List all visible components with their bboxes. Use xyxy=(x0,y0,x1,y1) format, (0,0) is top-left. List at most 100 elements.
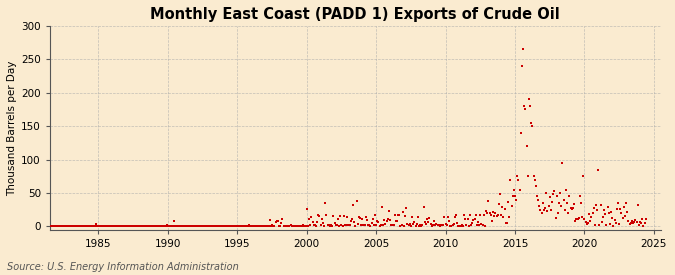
Point xyxy=(492,213,503,217)
Point xyxy=(299,224,310,229)
Point xyxy=(630,218,641,222)
Point xyxy=(119,224,130,229)
Point xyxy=(189,224,200,229)
Point xyxy=(547,200,558,205)
Point xyxy=(277,217,288,221)
Point xyxy=(85,224,96,229)
Point xyxy=(572,217,583,221)
Point xyxy=(487,210,498,214)
Point xyxy=(621,201,632,205)
Point xyxy=(315,223,326,227)
Title: Monthly East Coast (PADD 1) Exports of Crude Oil: Monthly East Coast (PADD 1) Exports of C… xyxy=(151,7,560,22)
Point xyxy=(147,224,158,229)
Point xyxy=(74,224,84,229)
Point xyxy=(612,206,622,211)
Point xyxy=(597,219,608,224)
Point xyxy=(408,222,418,226)
Point xyxy=(265,218,275,222)
Point xyxy=(173,224,184,229)
Point xyxy=(593,167,603,172)
Point xyxy=(294,224,305,229)
Point xyxy=(244,223,254,228)
Point xyxy=(463,224,474,229)
Point xyxy=(121,224,132,229)
Point xyxy=(562,201,572,205)
Point xyxy=(500,221,511,225)
Point xyxy=(184,224,195,229)
Point xyxy=(312,220,323,224)
Point xyxy=(511,197,522,202)
Point xyxy=(80,224,91,229)
Point xyxy=(115,224,126,229)
Point xyxy=(495,192,506,196)
Point xyxy=(614,222,624,226)
Point xyxy=(554,201,564,205)
Point xyxy=(524,97,535,102)
Point xyxy=(46,224,57,229)
Point xyxy=(252,224,263,229)
Point xyxy=(438,223,449,228)
Point xyxy=(234,224,245,229)
Point xyxy=(217,224,227,229)
Point xyxy=(84,224,95,229)
Point xyxy=(254,224,265,229)
Point xyxy=(157,224,167,229)
Point xyxy=(356,222,367,227)
Point xyxy=(607,216,618,221)
Point xyxy=(86,224,97,229)
Point xyxy=(629,220,640,224)
Point xyxy=(257,224,268,229)
Point xyxy=(477,222,488,227)
Point xyxy=(544,195,555,199)
Point xyxy=(626,218,637,223)
Point xyxy=(298,222,308,227)
Point xyxy=(285,223,296,227)
Point xyxy=(216,224,227,229)
Point xyxy=(192,224,202,228)
Point xyxy=(493,202,504,206)
Point xyxy=(45,224,55,229)
Point xyxy=(286,224,297,229)
Point xyxy=(360,214,371,219)
Point xyxy=(348,203,358,207)
Point xyxy=(398,210,408,214)
Point xyxy=(616,211,627,216)
Point xyxy=(508,194,518,198)
Point xyxy=(560,188,571,192)
Point xyxy=(462,217,473,221)
Point xyxy=(570,219,580,223)
Point xyxy=(108,224,119,229)
Point xyxy=(256,224,267,229)
Point xyxy=(72,224,83,229)
Point xyxy=(79,224,90,229)
Point xyxy=(281,224,292,229)
Point xyxy=(350,224,360,229)
Point xyxy=(290,224,300,229)
Point xyxy=(505,177,516,182)
Point xyxy=(476,222,487,226)
Point xyxy=(281,224,292,229)
Point xyxy=(323,223,334,227)
Point xyxy=(392,218,402,223)
Point xyxy=(340,222,350,227)
Point xyxy=(565,206,576,210)
Point xyxy=(236,224,246,229)
Point xyxy=(167,224,178,229)
Point xyxy=(592,207,603,212)
Point xyxy=(122,224,133,229)
Point xyxy=(637,216,648,221)
Point xyxy=(427,223,438,227)
Point xyxy=(135,224,146,229)
Point xyxy=(395,224,406,228)
Point xyxy=(113,224,124,229)
Point xyxy=(447,223,458,227)
Point xyxy=(625,221,636,225)
Point xyxy=(313,213,324,217)
Point xyxy=(519,104,530,108)
Point xyxy=(136,224,146,229)
Point xyxy=(439,214,450,219)
Point xyxy=(429,219,439,223)
Point xyxy=(143,224,154,229)
Point xyxy=(537,201,548,206)
Point xyxy=(144,224,155,229)
